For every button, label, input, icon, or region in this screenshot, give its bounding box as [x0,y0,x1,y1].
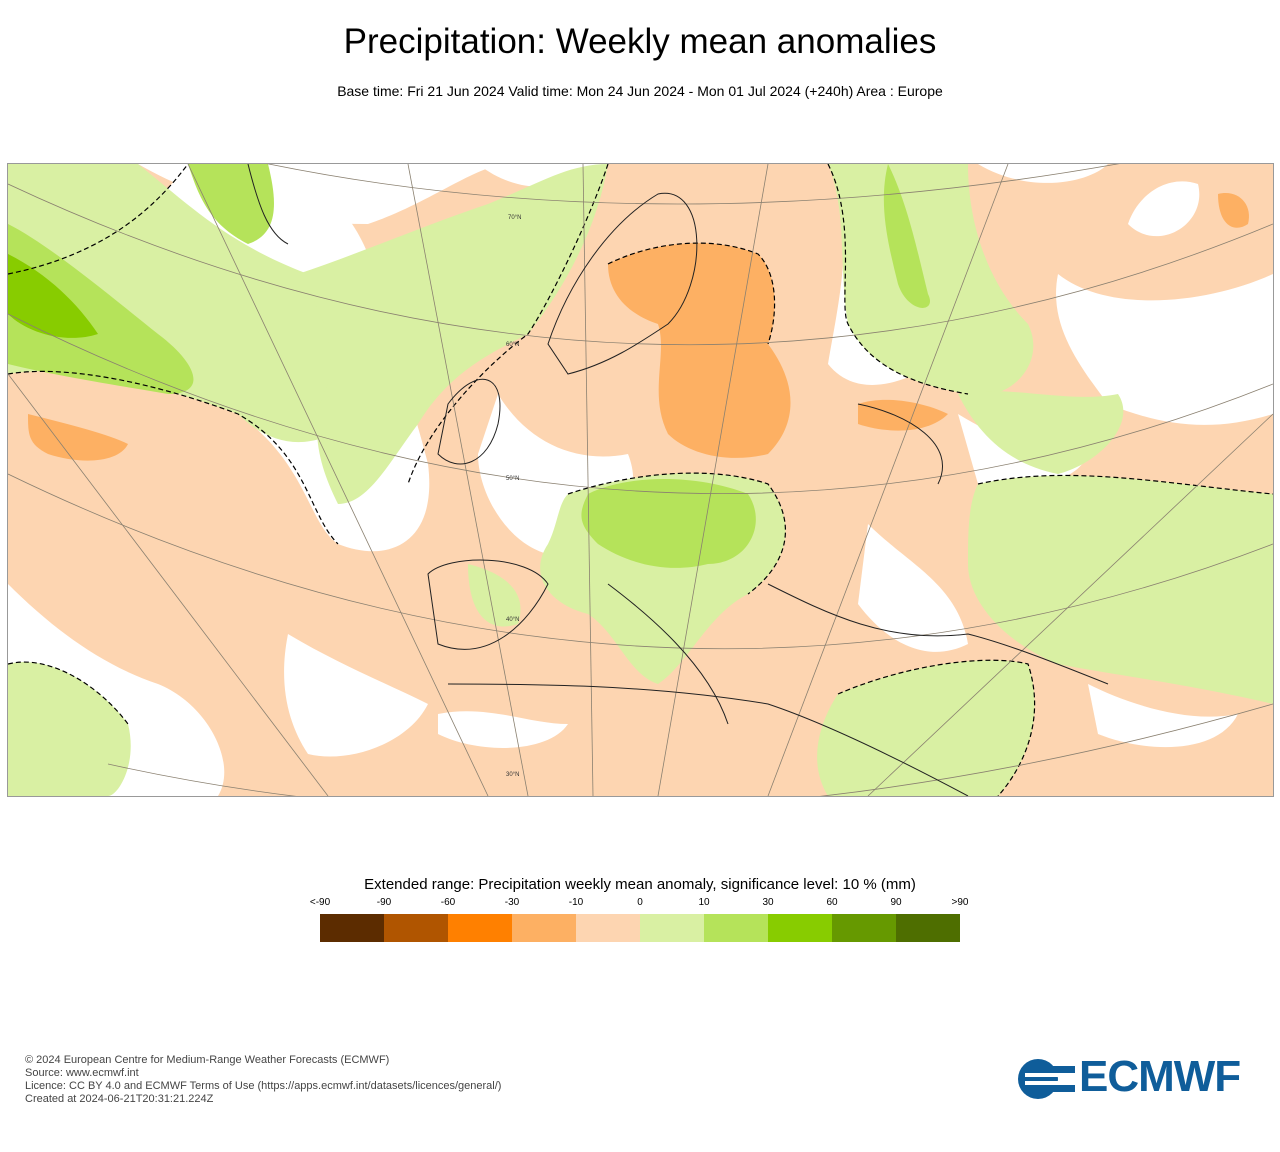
legend-swatch-7 [768,914,832,942]
created-text: Created at 2024-06-21T20:31:21.224Z [25,1093,214,1105]
legend-label: <-90 [309,897,331,908]
coastlines [247,164,1109,796]
legend-label: 60 [826,897,838,908]
legend-swatch-4 [576,914,640,942]
legend-label: -90 [376,897,392,908]
chart-title: Precipitation: Weekly mean anomalies [343,22,937,61]
svg-text:50°N: 50°N [506,476,519,482]
ecmwf-logo-text: ECMWF [1079,1052,1241,1101]
source-text: Source: www.ecmwf.int [25,1067,139,1079]
copyright-text: © 2024 European Centre for Medium-Range … [25,1054,390,1066]
legend-swatch-9 [896,914,960,942]
legend-label: -10 [568,897,584,908]
precipitation-anomaly-map: 70°N 60°N 50°N 40°N 30°N [7,163,1274,797]
footer: © 2024 European Centre for Medium-Range … [25,1054,501,1106]
legend-label: >90 [951,897,969,908]
ecmwf-logo: ECMWF [1017,1052,1257,1103]
licence-text: Licence: CC BY 4.0 and ECMWF Terms of Us… [25,1080,502,1092]
legend-label: 10 [698,897,710,908]
legend-swatch-1 [384,914,448,942]
bright-green-areas [8,254,98,338]
legend-swatch-0 [320,914,384,942]
legend-labels: <-90 -90 -60 -30 -10 0 10 30 60 90 >90 [310,897,969,911]
latitude-labels: 70°N 60°N 50°N 40°N 30°N [506,215,521,778]
green-areas [8,164,931,568]
svg-text:30°N: 30°N [506,772,519,778]
graticule [8,164,1273,796]
legend-label: -60 [440,897,456,908]
legend-label: 0 [637,897,643,908]
legend-label: 30 [762,897,774,908]
svg-text:60°N: 60°N [506,342,519,348]
chart-subtitle: Base time: Fri 21 Jun 2024 Valid time: M… [337,83,943,99]
legend-swatch-8 [832,914,896,942]
legend-swatch-2 [448,914,512,942]
legend-title: Extended range: Precipitation weekly mea… [364,876,916,893]
svg-text:70°N: 70°N [508,215,521,221]
svg-text:40°N: 40°N [506,617,519,623]
legend-colorbar [320,914,960,942]
legend-swatch-6 [704,914,768,942]
legend-swatch-3 [512,914,576,942]
legend-label: -30 [504,897,520,908]
legend-swatch-5 [640,914,704,942]
legend-label: 90 [890,897,902,908]
ecmwf-logo-icon [1018,1059,1075,1099]
